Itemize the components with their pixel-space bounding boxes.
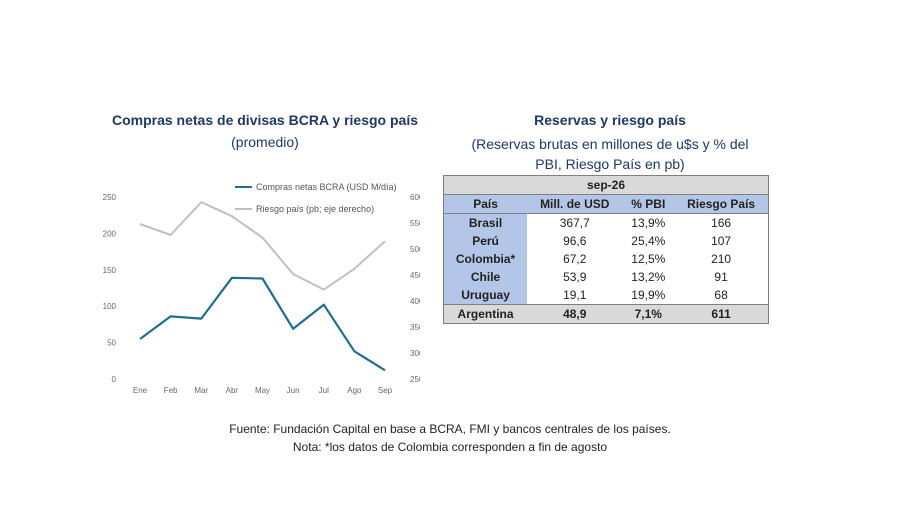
table-cell: 91 xyxy=(714,270,728,284)
period-header: sep-26 xyxy=(443,175,769,195)
y-right-tick-label: 500 xyxy=(410,245,420,254)
table-cell: 13,2% xyxy=(631,270,666,284)
table-cell: 53,9 xyxy=(563,270,587,284)
column-header: % PBI xyxy=(622,194,675,214)
table-cell: 210 xyxy=(711,252,732,266)
table-row: Colombia* 67,2 12,5% 210 xyxy=(443,250,769,268)
x-tick-label: Ene xyxy=(133,386,148,395)
y-left-tick-label: 200 xyxy=(103,229,117,238)
table-row: Brasil 367,7 13,9% 166 xyxy=(443,213,769,232)
column-header: País xyxy=(443,194,528,214)
x-tick-label: Mar xyxy=(194,386,208,395)
x-tick-label: Jun xyxy=(287,386,300,395)
y-right-tick-label: 550 xyxy=(410,219,420,228)
footer: Fuente: Fundación Capital en base a BCRA… xyxy=(150,420,750,456)
y-right-tick-label: 600 xyxy=(410,193,420,202)
table-cell: 107 xyxy=(711,234,732,248)
source-note: Fuente: Fundación Capital en base a BCRA… xyxy=(229,422,671,436)
table-row: Chile 53,9 13,2% 91 xyxy=(443,268,769,286)
y-right-tick-label: 350 xyxy=(410,323,420,332)
x-tick-label: Abr xyxy=(226,386,239,395)
left-chart-title: Compras netas de divisas BCRA y riesgo p… xyxy=(111,112,419,128)
table-cell: 13,9% xyxy=(631,216,666,230)
x-tick-label: Sep xyxy=(378,386,393,395)
table-row-argentina: Argentina 48,9 7,1% 611 xyxy=(443,304,769,324)
table-cell: 96,6 xyxy=(563,234,587,248)
table-cell: 68 xyxy=(714,288,728,302)
y-right-tick-label: 450 xyxy=(410,271,420,280)
x-tick-label: Ago xyxy=(347,386,362,395)
column-header: Riesgo País xyxy=(674,194,769,214)
y-right-tick-label: 300 xyxy=(410,349,420,358)
x-tick-label: Feb xyxy=(164,386,178,395)
table-cell-country: Chile xyxy=(443,268,528,286)
y-left-tick-label: 0 xyxy=(112,375,117,384)
table-cell-country: Perú xyxy=(443,232,528,250)
series-line xyxy=(139,201,386,291)
right-table-title: Reservas y riesgo país xyxy=(534,112,686,128)
y-left-tick-label: 100 xyxy=(103,302,117,311)
y-left-tick-label: 250 xyxy=(103,193,117,202)
footnote: Nota: *los datos de Colombia corresponde… xyxy=(292,440,608,454)
table-cell-country: Argentina xyxy=(443,304,528,324)
series-line xyxy=(139,276,386,372)
y-right-tick-label: 250 xyxy=(410,375,420,384)
table-cell: 611 xyxy=(674,304,769,324)
table-row: Uruguay 19,1 19,9% 68 xyxy=(443,286,769,305)
y-left-tick-label: 150 xyxy=(103,266,117,275)
left-chart-subtitle: (promedio) xyxy=(231,134,299,150)
table-cell: 48,9 xyxy=(527,304,623,324)
table-cell-country: Colombia* xyxy=(443,250,528,268)
legend-label: Compras netas BCRA (USD M/día) xyxy=(256,182,397,192)
table-cell: 367,7 xyxy=(559,216,590,230)
column-header: Mill. de USD xyxy=(527,194,623,214)
table-cell: 19,9% xyxy=(631,288,666,302)
y-left-tick-label: 50 xyxy=(107,339,116,348)
y-right-tick-label: 400 xyxy=(410,297,420,306)
table-cell: 12,5% xyxy=(631,252,666,266)
right-table-subtitle-line1: (Reservas brutas en millones de u$s y % … xyxy=(471,136,749,152)
table-row: Perú 96,6 25,4% 107 xyxy=(443,232,769,250)
x-tick-label: Jul xyxy=(319,386,329,395)
table-cell: 7,1% xyxy=(622,304,675,324)
reserves-table: sep-26 País Mill. de USD % PBI Riesgo Pa… xyxy=(443,175,769,324)
table-cell-country: Uruguay xyxy=(443,286,528,305)
table-cell: 25,4% xyxy=(631,234,666,248)
line-chart: 0 50 100 150 200 250 250 300 350 400 450 500 550 600 E… xyxy=(103,182,420,395)
table-cell: 166 xyxy=(711,216,732,230)
right-table-subtitle: (Reservas brutas en millones de u$s y % … xyxy=(440,134,780,174)
table-cell: 67,2 xyxy=(563,252,587,266)
right-table-subtitle-line2: PBI, Riesgo País en pb) xyxy=(535,156,685,172)
legend-label: Riesgo país (pb; eje derecho) xyxy=(256,204,374,214)
table-cell: 19,1 xyxy=(563,288,587,302)
x-tick-label: May xyxy=(255,386,270,395)
table-cell-country: Brasil xyxy=(443,213,528,232)
